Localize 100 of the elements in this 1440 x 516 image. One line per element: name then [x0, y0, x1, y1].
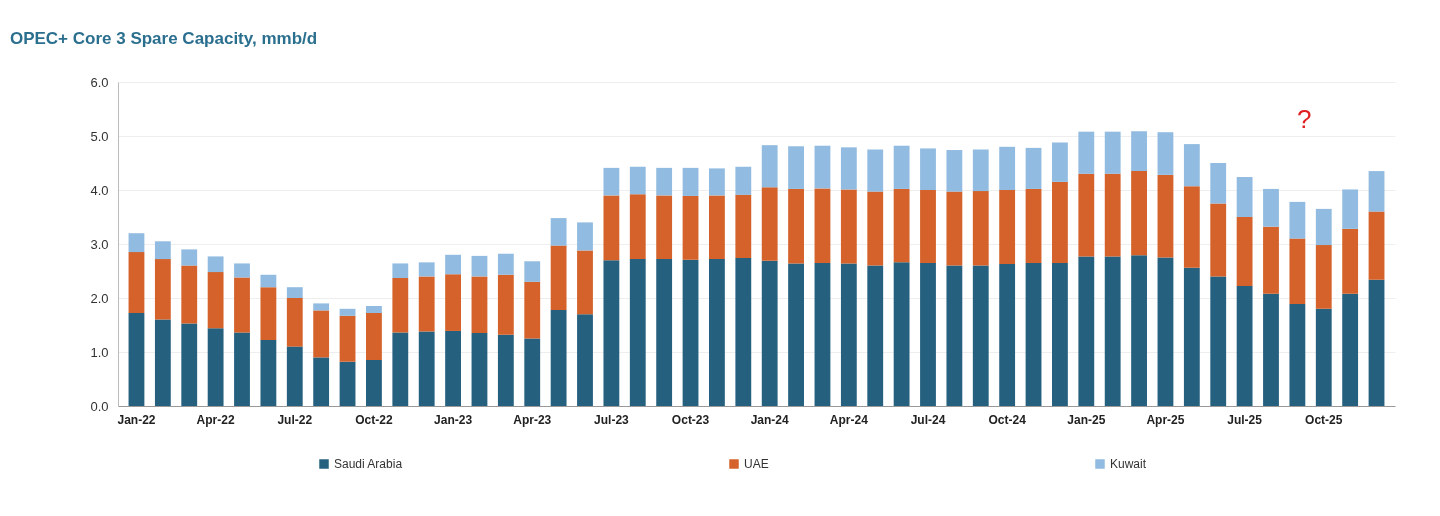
chart-title: OPEC+ Core 3 Spare Capacity, mmb/d — [9, 29, 318, 48]
bar — [128, 313, 145, 406]
y-tick-label: 5.0 — [90, 128, 109, 144]
bar — [840, 189, 857, 264]
bar — [445, 254, 461, 275]
bar — [418, 331, 435, 406]
bar — [577, 250, 593, 315]
x-tick-label: Jan-24 — [750, 412, 790, 427]
bar — [1342, 293, 1359, 406]
bar — [445, 330, 461, 406]
bar — [1315, 308, 1332, 406]
bar — [709, 259, 725, 406]
bar — [920, 190, 936, 263]
bar — [1025, 188, 1042, 263]
bar — [418, 262, 435, 277]
bar — [709, 195, 725, 260]
bar — [1078, 256, 1095, 406]
x-tick-label: Oct-23 — [671, 412, 710, 427]
bar — [735, 166, 752, 195]
bar — [366, 313, 382, 361]
bar — [313, 357, 330, 406]
bar — [867, 265, 884, 406]
bar — [1157, 257, 1174, 406]
bar — [550, 218, 567, 246]
bar — [1368, 211, 1385, 280]
bar — [1078, 173, 1095, 257]
x-tick-label: Apr-22 — [196, 412, 235, 427]
bar — [1104, 173, 1121, 257]
bar — [577, 222, 593, 251]
bar — [154, 319, 171, 406]
bar — [392, 278, 409, 333]
legend-label: UAE — [744, 457, 769, 471]
bar — [972, 265, 989, 406]
bar — [339, 361, 356, 406]
bar — [946, 150, 963, 192]
bar — [1025, 262, 1042, 406]
bar — [761, 145, 778, 188]
bar — [181, 265, 198, 324]
bar — [788, 188, 804, 264]
bar — [1342, 189, 1359, 229]
bar — [893, 262, 910, 406]
bar — [920, 148, 936, 190]
x-tick-label: Jul-23 — [594, 412, 630, 427]
x-tick-label: Oct-24 — [988, 412, 1027, 427]
bar — [1052, 262, 1068, 406]
bar — [1078, 131, 1095, 174]
bar — [788, 146, 804, 189]
bar — [1157, 132, 1174, 175]
bar — [972, 149, 989, 192]
annotation: ? — [1297, 104, 1312, 134]
legend-label: Kuwait — [1110, 457, 1147, 471]
bar — [629, 194, 646, 260]
y-tick-label: 4.0 — [90, 182, 109, 198]
bar — [260, 287, 277, 341]
bar — [1342, 228, 1359, 294]
bar — [1263, 226, 1279, 294]
bar — [946, 265, 963, 406]
bar — [234, 332, 250, 406]
x-tick-label: Jul-24 — [910, 412, 946, 427]
bar — [893, 188, 910, 263]
bar — [1131, 255, 1147, 406]
x-tick-label: Apr-23 — [513, 412, 552, 427]
bar — [497, 274, 514, 335]
bar — [154, 259, 171, 320]
y-tick-label: 3.0 — [90, 236, 109, 252]
bar — [366, 360, 382, 406]
x-tick-label: Apr-25 — [1146, 412, 1185, 427]
bar — [735, 194, 752, 259]
bar — [999, 146, 1016, 190]
bar — [1210, 276, 1227, 406]
bar — [207, 328, 224, 406]
bar — [471, 276, 488, 334]
bar — [867, 191, 884, 266]
bar — [629, 259, 646, 406]
bar — [181, 249, 198, 266]
bar — [840, 263, 857, 406]
y-tick-label: 6.0 — [90, 74, 109, 90]
bar — [946, 191, 963, 266]
bar — [1315, 208, 1332, 246]
bar — [1289, 303, 1306, 406]
bar — [656, 195, 673, 260]
bar — [1236, 177, 1253, 217]
bar — [128, 252, 145, 314]
bar — [471, 255, 488, 277]
bar — [1052, 142, 1068, 182]
bar — [1263, 188, 1279, 227]
bar — [207, 256, 224, 273]
bar — [603, 260, 620, 406]
bar — [603, 167, 620, 196]
legend-label: Saudi Arabia — [334, 457, 403, 471]
bar — [1368, 171, 1385, 212]
bar — [234, 263, 250, 278]
bar — [524, 261, 541, 282]
bar — [999, 190, 1016, 264]
bar — [207, 272, 224, 329]
x-tick-label: Jan-25 — [1067, 412, 1106, 427]
bar — [313, 303, 330, 311]
bar — [735, 258, 752, 406]
bar — [682, 167, 699, 196]
bar — [814, 262, 831, 406]
